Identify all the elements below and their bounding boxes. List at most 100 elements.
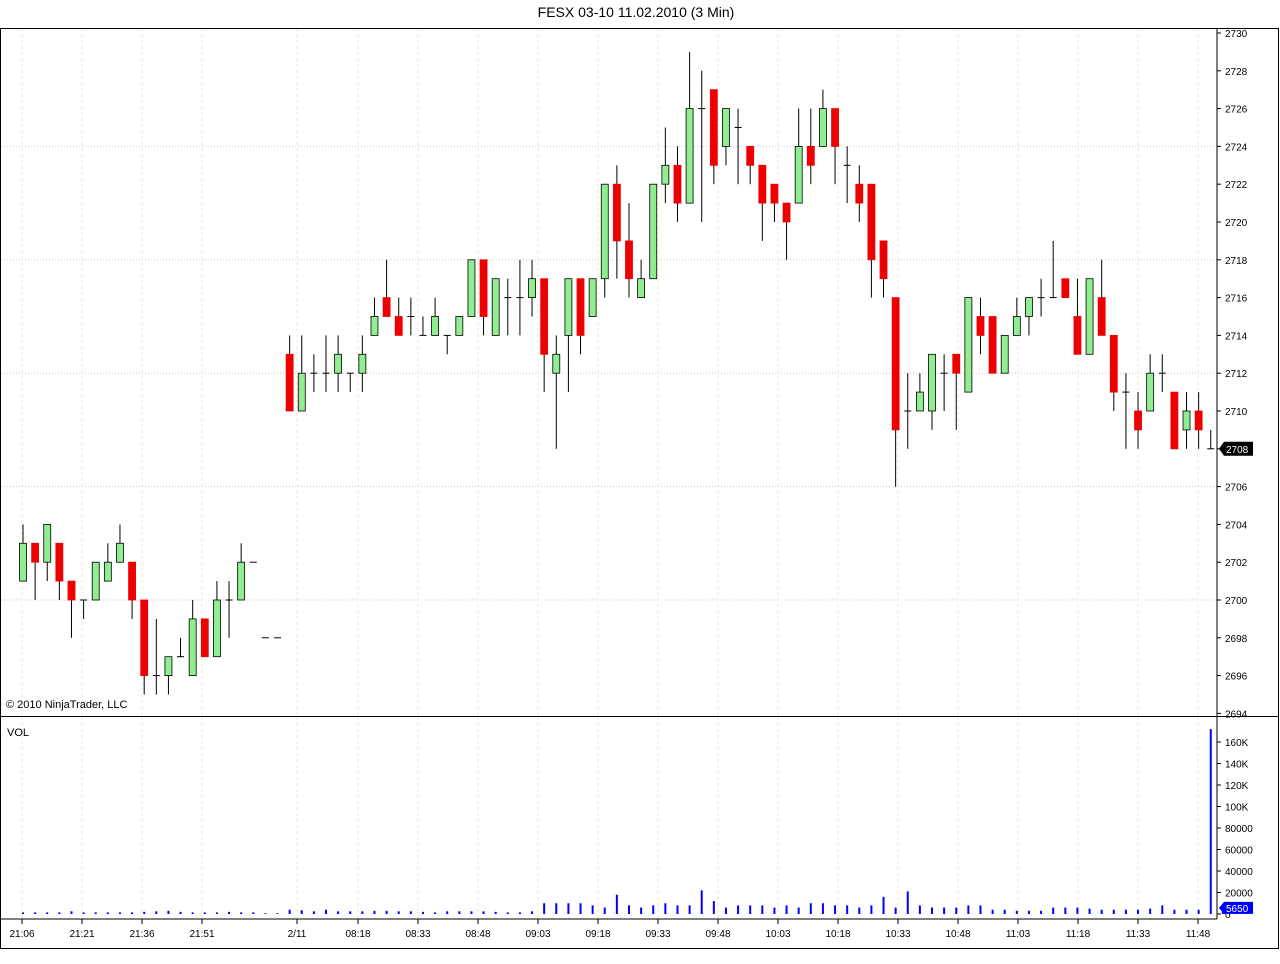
candle — [200, 618, 209, 658]
candle-body — [867, 183, 876, 261]
candle-body — [19, 542, 27, 582]
candle — [1158, 354, 1166, 393]
candle — [588, 278, 597, 317]
candle-body — [116, 542, 124, 563]
candle — [625, 203, 633, 298]
candle — [479, 259, 488, 336]
candle — [685, 51, 694, 204]
candle — [188, 600, 197, 677]
candle-body — [831, 108, 839, 147]
candle — [528, 259, 536, 317]
candle — [940, 354, 948, 411]
candle-body — [540, 278, 549, 355]
candle-body — [976, 316, 985, 336]
candle-body — [128, 561, 136, 601]
candle — [564, 278, 573, 393]
price-tick-label: 2726 — [1225, 105, 1248, 116]
candle — [164, 656, 173, 695]
price-tick-label: 2730 — [1225, 29, 1248, 40]
candle — [552, 335, 561, 449]
candle-body — [915, 391, 924, 412]
candle — [516, 259, 524, 336]
candle-body — [382, 297, 391, 317]
candle-body — [188, 618, 197, 677]
candle-body — [31, 542, 40, 563]
candle-body — [588, 278, 597, 317]
candle — [55, 542, 64, 600]
candle-body — [43, 524, 52, 563]
candle-body — [1109, 334, 1118, 393]
candle — [382, 259, 391, 317]
price-tick-label: 2702 — [1225, 558, 1248, 569]
candle-body — [879, 240, 888, 280]
candle — [1085, 278, 1094, 355]
candle — [722, 108, 730, 166]
candle-body — [1025, 297, 1033, 317]
candle — [734, 108, 742, 185]
last-price-label: 2708 — [1226, 445, 1249, 456]
candle — [491, 278, 500, 336]
candle — [612, 165, 621, 279]
time-tick-label: 10:03 — [765, 929, 790, 940]
candle — [443, 334, 451, 355]
candle — [1134, 392, 1142, 449]
volume-tick-label: 20000 — [1225, 889, 1253, 900]
candle-body — [140, 599, 149, 676]
candle-body — [1012, 316, 1021, 336]
candle — [904, 373, 912, 449]
time-tick-label: 21:06 — [9, 929, 34, 940]
volume-tick-label: 60000 — [1225, 846, 1253, 857]
candle-body — [782, 202, 791, 223]
candle-body — [358, 353, 367, 374]
candle — [455, 316, 464, 336]
candle — [31, 542, 40, 600]
candle — [879, 240, 888, 298]
candle-body — [806, 145, 815, 166]
candle-body — [285, 353, 294, 412]
price-tick-label: 2728 — [1225, 67, 1248, 78]
candle — [80, 599, 88, 619]
candle — [928, 353, 936, 430]
volume-panel-frame — [0, 716, 1279, 949]
time-axis: 21:06 21:21 21:36 21:51 2/11 08:18 08:33 08:48 0… — [1, 918, 1217, 940]
candle — [140, 599, 149, 695]
price-tick-label: 2694 — [1225, 709, 1248, 720]
candle — [867, 183, 876, 298]
candle — [394, 297, 403, 336]
candle-body — [1061, 278, 1070, 299]
price-tick-label: 2704 — [1225, 520, 1248, 531]
candle — [419, 316, 427, 336]
time-tick-label: 10:33 — [885, 929, 910, 940]
candle-body — [685, 108, 694, 204]
volume-last-marker — [1219, 901, 1253, 914]
candle — [709, 89, 718, 185]
candle — [1097, 259, 1106, 336]
candle-body — [746, 145, 755, 166]
candle — [1025, 297, 1033, 336]
candle-body — [213, 599, 221, 658]
candle-body — [431, 316, 439, 336]
candle — [43, 524, 52, 582]
candle — [915, 373, 924, 412]
candle — [1109, 334, 1118, 411]
time-tick-label: 10:18 — [825, 929, 850, 940]
time-tick-label: 09:48 — [705, 929, 730, 940]
candle — [467, 259, 476, 317]
last-price-marker — [1219, 441, 1253, 456]
candle — [758, 164, 767, 241]
candle-body — [55, 542, 64, 582]
candle-body — [576, 278, 585, 336]
time-tick-label: 10:48 — [945, 929, 970, 940]
candle-body — [600, 183, 609, 280]
candle — [637, 259, 646, 299]
volume-tick-label: 100K — [1225, 803, 1249, 814]
candle — [1207, 429, 1215, 450]
candle-body — [722, 108, 730, 147]
candle-body — [1000, 334, 1009, 374]
volume-axis: 0 20000 40000 60000 80000 100K 120K 140K 160K 565… — [1216, 717, 1253, 921]
candle-body — [552, 353, 561, 374]
candle — [91, 561, 100, 601]
candle-body — [1146, 372, 1155, 412]
candle — [964, 297, 973, 393]
